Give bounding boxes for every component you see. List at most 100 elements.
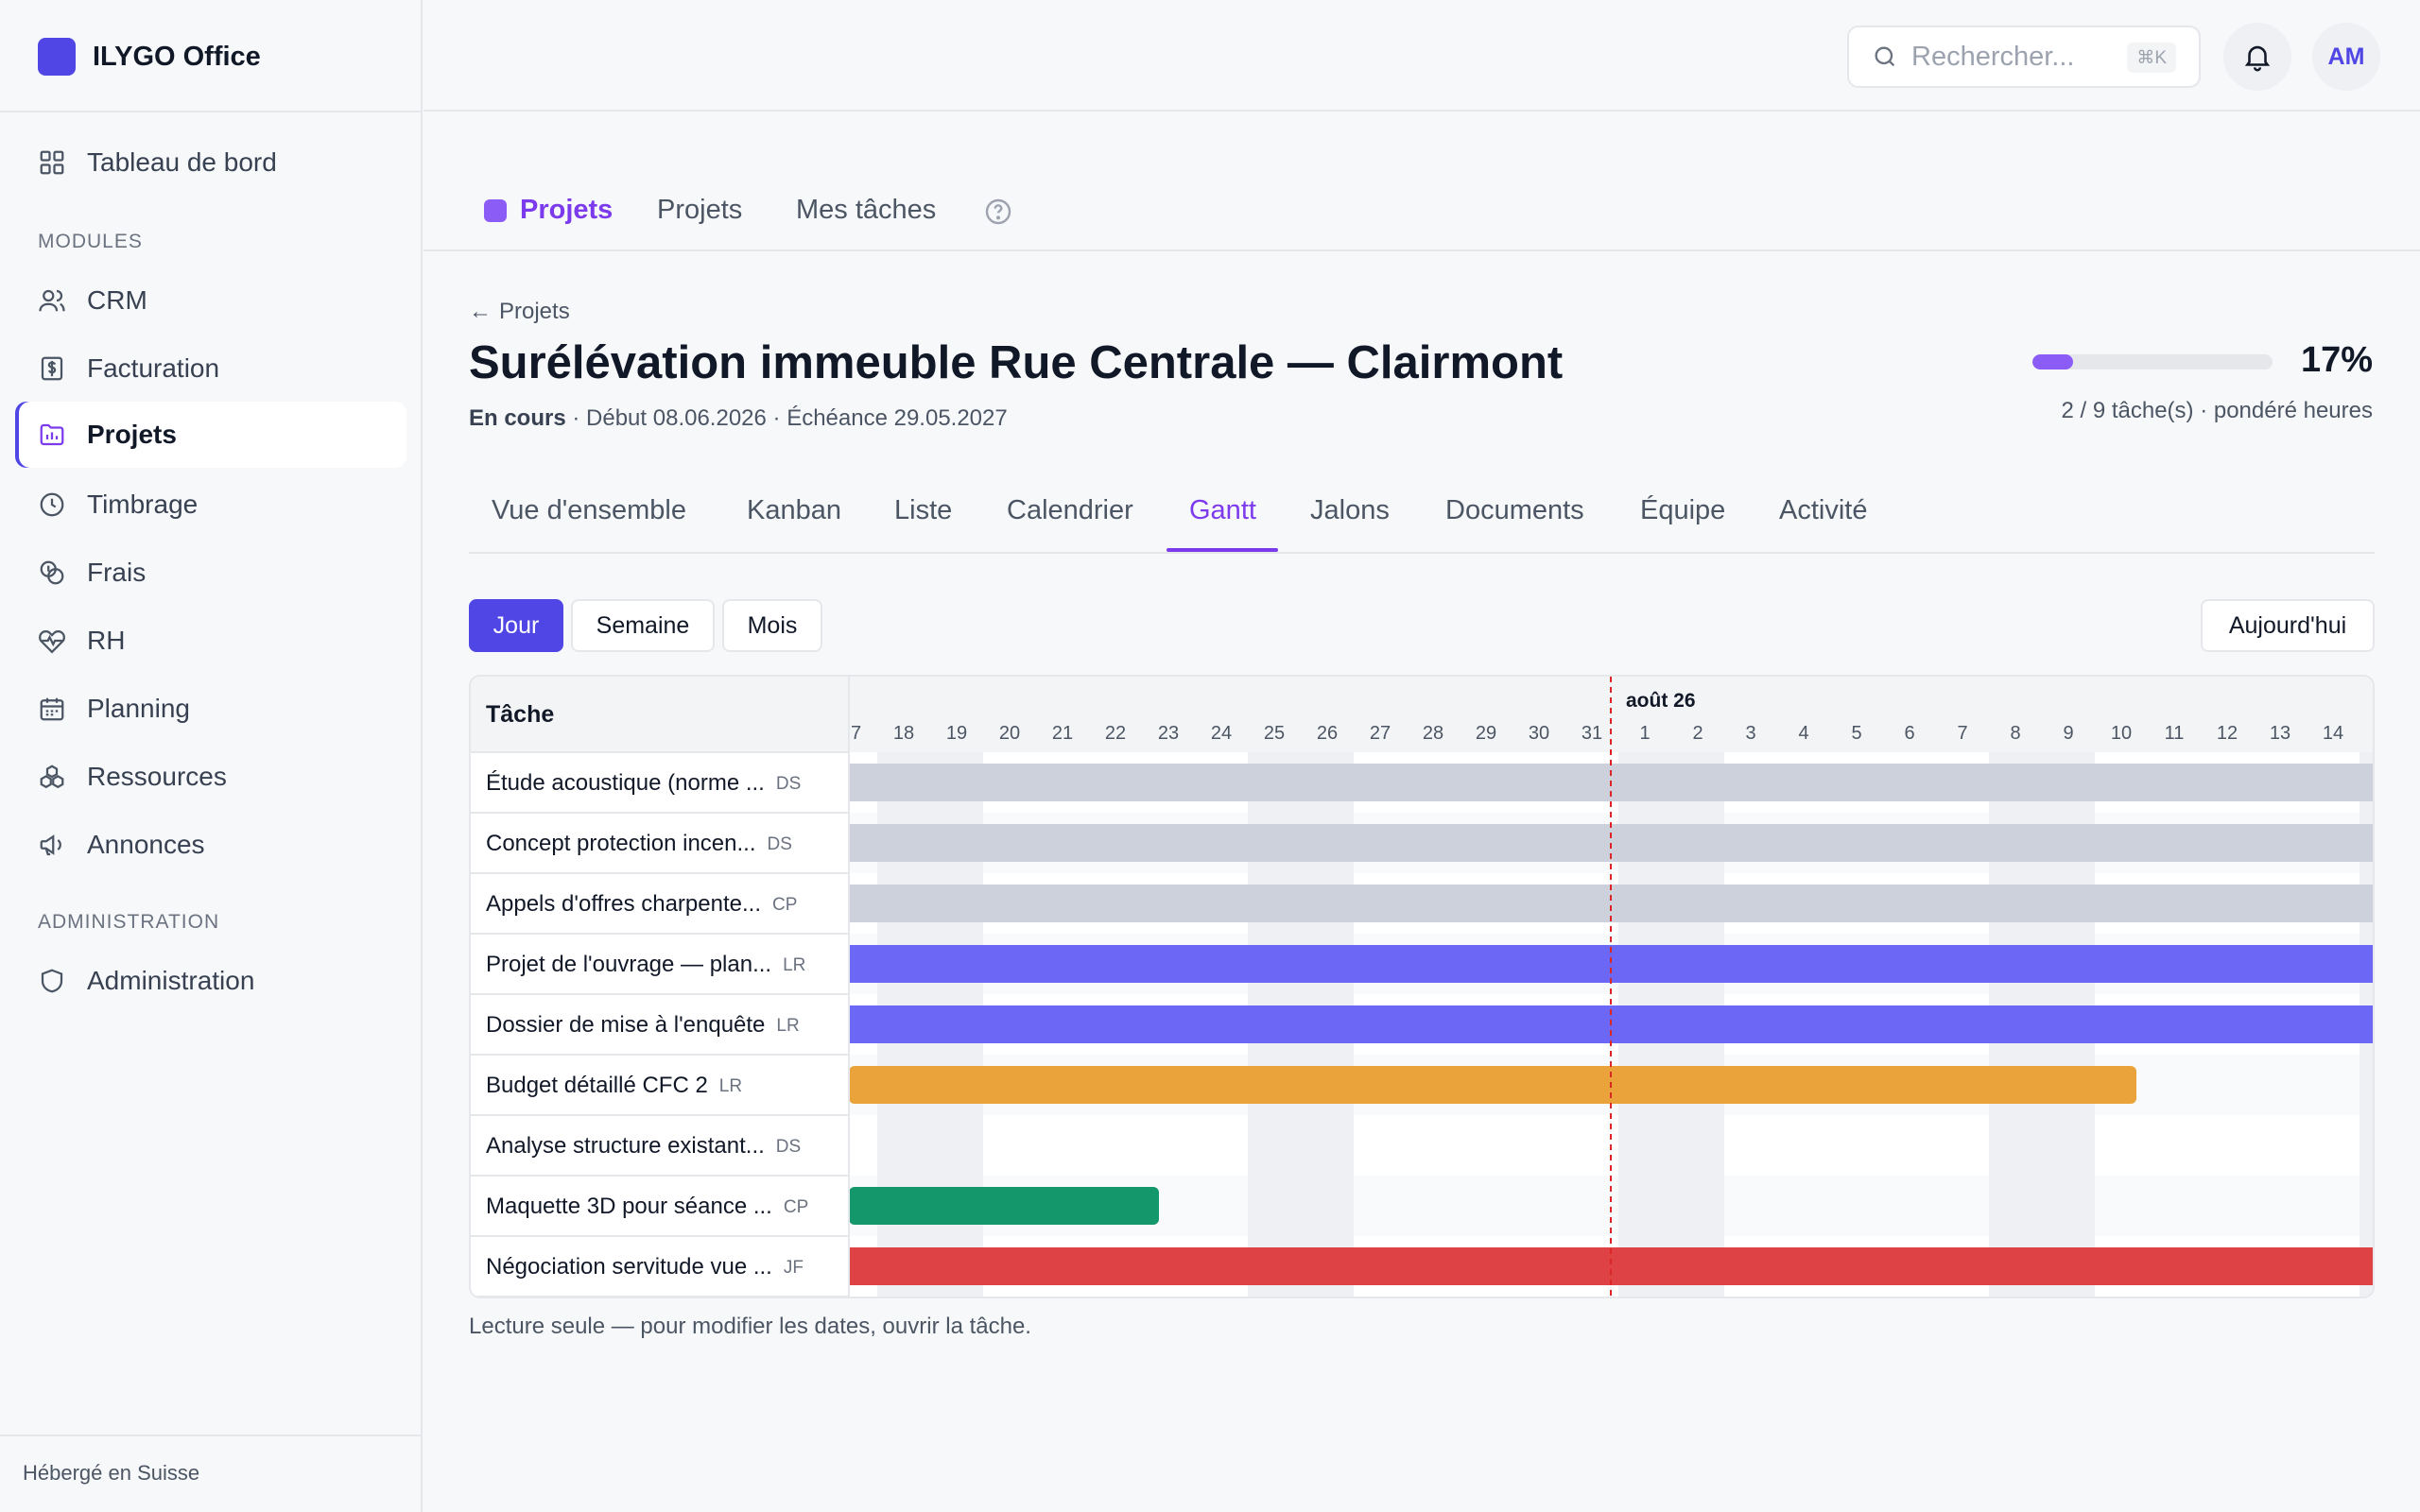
task-column-bg: [471, 752, 849, 1297]
section-label-modules: MODULES: [38, 231, 143, 252]
tab-jalons[interactable]: Jalons: [1310, 495, 1390, 525]
progress-bar: [2032, 354, 2273, 369]
tab-calendrier[interactable]: Calendrier: [1007, 495, 1133, 525]
tab-mes-taches[interactable]: Mes tâches: [796, 195, 936, 226]
sidebar-item-label: RH: [87, 626, 126, 655]
sidebar-item-timbrage[interactable]: Timbrage: [15, 472, 406, 538]
task-name: Analyse structure existant...: [486, 1133, 765, 1159]
search-box[interactable]: ⌘K: [1847, 26, 2201, 88]
day-label: 27: [1370, 723, 1391, 744]
notifications-button[interactable]: [2223, 23, 2291, 91]
sidebar-item-frais[interactable]: Frais: [15, 540, 406, 606]
sidebar-item-annonces[interactable]: Annonces: [15, 812, 406, 878]
shield-icon: [41, 969, 63, 993]
view-tabs: Vue d'ensemble Kanban Liste Calendrier G…: [469, 486, 2375, 554]
day-label: 8: [2010, 723, 2020, 744]
gantt-chart: 17 18 19 20 21 22 23 24 25 26 27 28 29 30 31 1 2 3 4 5 6 7 8 9 1…: [469, 675, 2375, 1298]
brand-name: ILYGO Office: [93, 41, 261, 72]
coins-icon: [40, 560, 64, 585]
status-label: En cours: [469, 405, 566, 431]
sidebar-item-label: Ressources: [87, 762, 227, 791]
sidebar-item-facturation[interactable]: Facturation: [15, 335, 406, 402]
sidebar-item-label: Tableau de bord: [87, 147, 277, 177]
search-shortcut: ⌘K: [2127, 43, 2176, 73]
tab-label: Projets: [520, 195, 614, 225]
sidebar-item-label: Timbrage: [87, 490, 199, 519]
tab-gantt[interactable]: Gantt: [1189, 495, 1256, 525]
day-label: 3: [1745, 723, 1755, 744]
page-title: Surélévation immeuble Rue Centrale — Cla…: [469, 337, 1564, 388]
day-label: 21: [1052, 723, 1073, 744]
sidebar-item-dashboard[interactable]: Tableau de bord: [15, 129, 406, 196]
tab-activite[interactable]: Activité: [1779, 495, 1868, 525]
topbar: ⌘K AM: [424, 0, 2420, 112]
avatar[interactable]: AM: [2312, 23, 2380, 91]
divider: [0, 111, 423, 112]
module-tabs: Projets Projets Mes tâches: [424, 112, 2420, 251]
day-label: 13: [2270, 723, 2290, 744]
project-meta: En cours · Début 08.06.2026 · Échéance 2…: [469, 405, 1008, 432]
task-assignee: LR: [783, 955, 805, 975]
sidebar-item-rh[interactable]: RH: [15, 608, 406, 674]
arrow-left-icon: ←: [469, 299, 492, 324]
hosting-note: Hébergé en Suisse: [23, 1461, 200, 1485]
tab-projets[interactable]: Projets: [657, 195, 742, 226]
sidebar-item-projets[interactable]: Projets: [15, 402, 406, 468]
divider: [0, 1435, 423, 1436]
day-label: 12: [2217, 723, 2238, 744]
tab-kanban[interactable]: Kanban: [747, 495, 841, 525]
day-label: 28: [1423, 723, 1443, 744]
help-icon[interactable]: [983, 197, 1013, 227]
progress-fill: [2032, 354, 2074, 369]
bell-icon: [2244, 45, 2271, 72]
tab-liste[interactable]: Liste: [894, 495, 953, 525]
back-link[interactable]: ← Projets: [469, 299, 570, 325]
sidebar-item-crm[interactable]: CRM: [15, 267, 406, 334]
day-label: 19: [946, 723, 967, 744]
folder-icon: [40, 423, 64, 446]
task-assignee: DS: [776, 774, 801, 794]
day-label: 7: [1957, 723, 1967, 744]
day-label: 11: [2165, 723, 2185, 744]
megaphone-icon: [40, 834, 61, 856]
task-name: Appels d'offres charpente...: [486, 891, 761, 917]
tab-projets-module[interactable]: Projets: [484, 195, 613, 226]
task-name: Négociation servitude vue ...: [486, 1254, 772, 1280]
task-assignee: LR: [719, 1076, 742, 1096]
invoice-icon: [41, 356, 63, 381]
brand[interactable]: ILYGO Office: [38, 38, 261, 76]
day-label: 2: [1692, 723, 1703, 744]
progress-detail: 2 / 9 tâche(s) · pondéré heures: [2061, 398, 2373, 423]
day-label: 18: [893, 723, 914, 744]
tab-overview[interactable]: Vue d'ensemble: [492, 495, 686, 525]
sidebar-item-label: Planning: [87, 694, 190, 723]
day-label: 30: [1529, 723, 1549, 744]
day-label: 9: [2063, 723, 2073, 744]
sidebar-item-administration[interactable]: Administration: [15, 948, 406, 1014]
tab-label: Projets: [657, 195, 743, 225]
day-label: 24: [1211, 723, 1232, 744]
task-name: Concept protection incen...: [486, 831, 756, 856]
calendar-icon: [40, 697, 64, 721]
task-assignee: CP: [772, 895, 797, 915]
sidebar-item-planning[interactable]: Planning: [15, 676, 406, 742]
sidebar-item-ressources[interactable]: Ressources: [15, 744, 406, 810]
sidebar-item-label: Annonces: [87, 830, 205, 859]
scale-month-button[interactable]: Mois: [722, 599, 822, 652]
day-label: 23: [1158, 723, 1179, 744]
day-label: 5: [1851, 723, 1861, 744]
scale-week-button[interactable]: Semaine: [571, 599, 715, 652]
users-icon: [39, 289, 65, 312]
day-label: 25: [1264, 723, 1285, 744]
task-assignee: DS: [768, 834, 792, 854]
sidebar-item-label: CRM: [87, 285, 147, 315]
tab-documents[interactable]: Documents: [1445, 495, 1584, 525]
grid-icon: [40, 150, 64, 175]
scale-day-button[interactable]: Jour: [469, 599, 563, 652]
today-button[interactable]: Aujourd'hui: [2201, 599, 2375, 652]
tab-label: Mes tâches: [796, 195, 937, 225]
search-input[interactable]: [1911, 41, 2129, 73]
day-label: 10: [2111, 723, 2132, 744]
task-name: Budget détaillé CFC 2: [486, 1073, 708, 1098]
tab-equipe[interactable]: Équipe: [1640, 495, 1726, 525]
